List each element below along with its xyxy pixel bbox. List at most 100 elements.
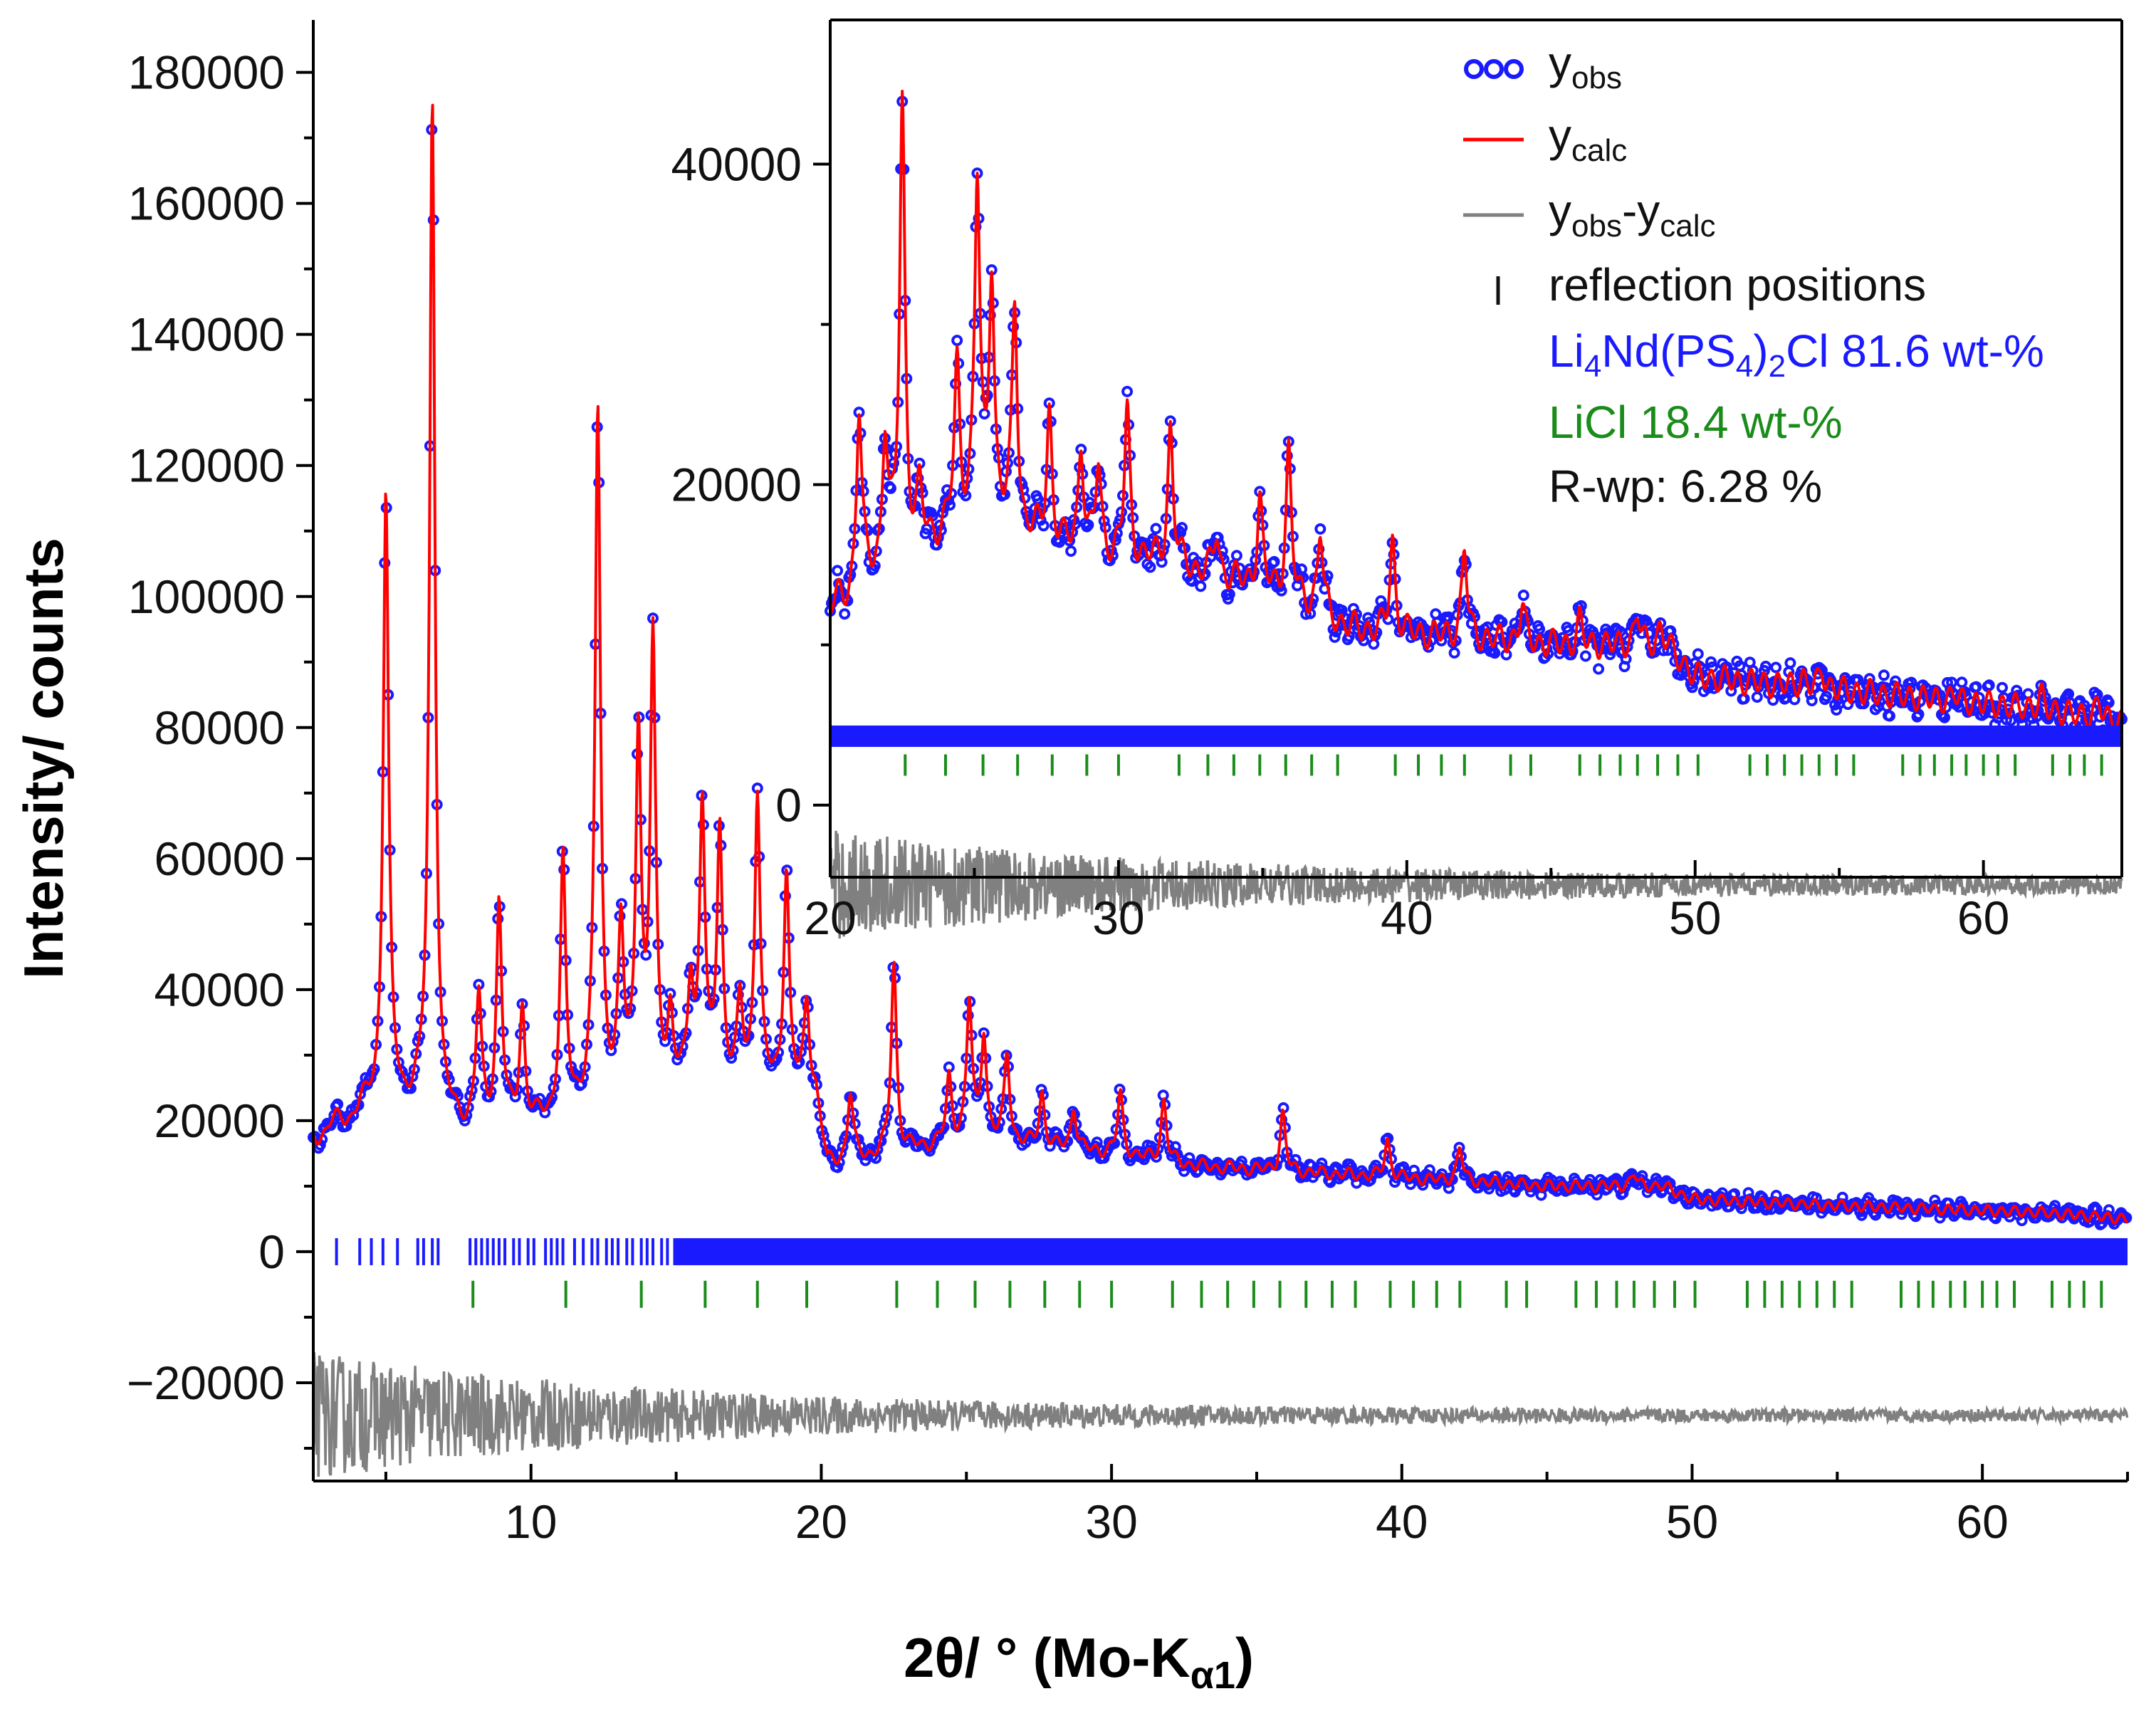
inset-x-tick-label: 20 [804, 891, 856, 944]
inset-observed-point [1970, 681, 1982, 693]
main-observed-point [1716, 1187, 1728, 1199]
inset-observed-point [1223, 588, 1235, 600]
legend: yobs ycalc yobs-ycalc reflection positio… [1463, 37, 2044, 512]
inset-observed-point [1821, 691, 1832, 702]
inset-x-tick-label: 30 [1092, 891, 1144, 944]
main-x-tick-label: 10 [505, 1495, 557, 1548]
inset-y-tick-label: 0 [775, 779, 802, 832]
inset-observed-point [1264, 575, 1276, 587]
inset-reflections-phase2 [904, 754, 2103, 776]
main-difference-line [312, 1351, 2129, 1477]
inset-observed-point [1983, 679, 1995, 691]
main-reflection-band-phase1 [673, 1238, 2128, 1265]
inset-reflection-band-phase1 [830, 725, 2122, 747]
inset-observed-point [1144, 561, 1156, 573]
main-y-tick-label: 60000 [154, 832, 285, 885]
main-y-tick-label: 40000 [154, 963, 285, 1016]
inset-background [830, 20, 2122, 877]
inset-observed-point [1878, 669, 1890, 681]
inset-observed-point [1448, 647, 1460, 659]
inset-y-tick-label: 40000 [671, 138, 802, 191]
main-observed-point [483, 1091, 496, 1103]
inset-observed-point [1806, 695, 1818, 706]
main-y-tick-label: 0 [258, 1225, 285, 1278]
inset-observed-point [1082, 519, 1094, 531]
inset-plot: 20 30 40 50 60 0 20000 40000 [671, 19, 2128, 944]
inset-x-tick-label: 60 [1957, 891, 2009, 944]
inset-observed-point [1195, 580, 1207, 592]
x-axis-title-subscript: α1 [1190, 1654, 1235, 1697]
x-axis-title: 2θ/ ° (Mo-Kα1) [904, 1626, 1254, 1697]
inset-observed-point [1956, 676, 1968, 689]
x-axis-title-main: 2θ/ ° (Mo-K [904, 1626, 1190, 1689]
inset-observed-point [1268, 555, 1280, 567]
main-reflections-phase1 [335, 1238, 2128, 1265]
legend-reflections-label: reflection positions [1549, 259, 1926, 310]
main-x-tick-label: 20 [795, 1495, 847, 1548]
inset-observed-point [1705, 656, 1717, 668]
main-y-tick-label: 80000 [154, 701, 285, 754]
inset-calculated-line [830, 90, 2123, 735]
main-x-tick-label: 30 [1085, 1495, 1137, 1548]
inset-observed-point [885, 482, 896, 494]
inset-observed-point [1912, 708, 1925, 721]
inset-observed-point [1176, 522, 1188, 534]
inset-y-tick-label: 20000 [671, 459, 802, 511]
inset-observed-point [1517, 590, 1529, 601]
inset-observed-point [1997, 681, 2008, 694]
inset-observed-point [1770, 661, 1782, 674]
main-plot: 10 20 30 40 50 60 −20000 0 20000 40000 60000 80000 1… [127, 20, 2133, 1548]
inset-observed-point [1579, 650, 1591, 662]
legend-obs-label: yobs [1549, 37, 1622, 95]
legend-diff-label: yobs-ycalc [1549, 185, 1716, 244]
main-y-tick-label: 180000 [128, 46, 285, 99]
main-y-tick-label: 160000 [128, 177, 285, 230]
main-data-layer [308, 103, 2133, 1477]
inset-difference-line [829, 830, 2123, 939]
main-y-tick-label: 100000 [128, 570, 285, 623]
inset-observed-point [1037, 520, 1050, 532]
main-y-tick-label: −20000 [127, 1356, 285, 1409]
main-reflections-phase2 [471, 1280, 2103, 1308]
legend-phase1-label: Li4Nd(PS4)2Cl 81.6 wt-% [1549, 325, 2044, 384]
inset-observed-point [1946, 676, 1958, 689]
inset-observed-point [832, 565, 844, 577]
main-x-tick-label: 60 [1956, 1495, 2008, 1548]
inset-observed-point [1065, 545, 1077, 557]
x-axis-title-close: ) [1235, 1626, 1254, 1689]
inset-observed-point [951, 335, 963, 347]
legend-calc-label: ycalc [1549, 110, 1627, 168]
inset-reflections-phase1 [830, 725, 2122, 747]
inset-observed-point [1884, 710, 1895, 722]
main-calculated-line [312, 103, 2129, 1225]
inset-observed-point [1489, 647, 1501, 659]
inset-x-tick-label: 50 [1669, 891, 1721, 944]
inset-observed-point [839, 608, 851, 620]
inset-observed-point [1904, 683, 1916, 694]
inset-data-layer [825, 90, 2128, 939]
inset-observed-point [1759, 660, 1772, 672]
inset-observed-point [1329, 631, 1341, 643]
inset-observed-point [1314, 523, 1326, 535]
main-y-tick-label: 20000 [154, 1094, 285, 1147]
inset-x-tick-label: 40 [1381, 891, 1433, 944]
inset-observed-point [1751, 691, 1763, 703]
y-axis-title: Intensity/ counts [12, 538, 75, 979]
inset-observed-point [1939, 711, 1950, 723]
inset-observed-point [1692, 648, 1704, 660]
main-axes: 10 20 30 40 50 60 −20000 0 20000 40000 60000 80000 1… [127, 20, 2129, 1548]
inset-observed-point [1593, 663, 1605, 675]
legend-phase2-label: LiCl 18.4 wt-% [1549, 397, 1843, 448]
inset-observed-point [1150, 523, 1162, 535]
legend-rwp-label: R-wp: 6.28 % [1549, 461, 1822, 512]
inset-observed-point [1121, 385, 1134, 397]
main-y-tick-label: 140000 [128, 308, 285, 361]
inset-observed-point [944, 499, 956, 511]
main-x-tick-label: 40 [1376, 1495, 1428, 1548]
legend-obs-marker [1464, 59, 1524, 79]
inset-observed-point [1784, 657, 1796, 669]
main-x-tick-label: 50 [1666, 1495, 1718, 1548]
main-observed-point [1490, 1171, 1502, 1183]
inset-observed-point [1053, 536, 1065, 548]
